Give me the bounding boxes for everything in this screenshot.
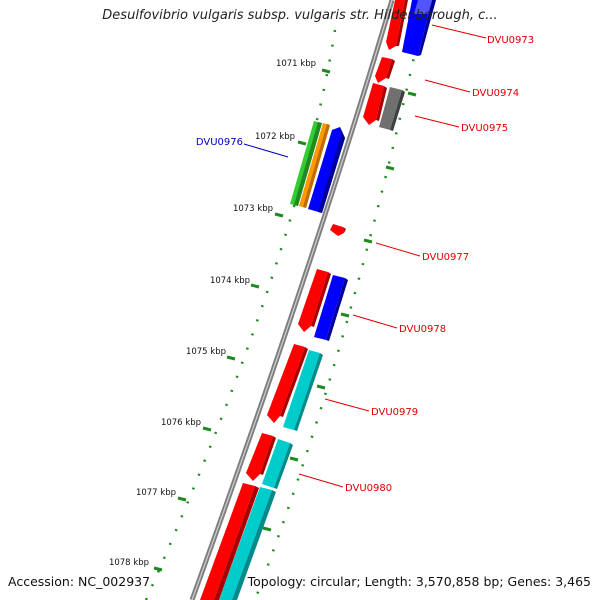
gene-arrow-blue[interactable] <box>308 127 345 213</box>
tick-1078 <box>153 566 163 572</box>
genome-backbone <box>189 0 395 600</box>
gene-dvu0978[interactable] <box>298 269 348 341</box>
gene-arrow-red[interactable] <box>298 269 328 332</box>
tick-1075 <box>226 355 236 361</box>
gene-bar-gray-shade <box>390 90 405 131</box>
gene-dvu0973[interactable] <box>386 0 436 56</box>
gene-bar-cyan-shade <box>274 443 293 489</box>
gene-dvu0975[interactable] <box>363 83 405 131</box>
gene-bar-red-shade <box>214 486 259 600</box>
kbp-label: 1072 kbp <box>255 132 295 142</box>
gene-bar-cyan-shade <box>232 490 276 600</box>
gene-bar-red[interactable] <box>200 483 255 600</box>
leader-line-dvu0979 <box>324 398 370 412</box>
gene-bar-blue-glow <box>414 0 432 14</box>
gene-arrow-blue-shade <box>318 127 345 213</box>
kbp-labels: 1071 kbp 1072 kbp 1073 kbp 1074 kbp 1075… <box>109 59 316 568</box>
leader-line-dvu0974 <box>424 79 471 93</box>
gene-arrow-red-small[interactable] <box>330 224 344 236</box>
gene-arrow-red[interactable] <box>246 433 273 481</box>
gene-arrow-red-shade <box>260 436 276 475</box>
inner-tick <box>262 526 272 532</box>
gene-dvu0980[interactable] <box>246 433 293 489</box>
gene-bar-blue[interactable] <box>314 275 345 340</box>
gene-bar-cyan[interactable] <box>283 350 320 430</box>
gene-arrow-red-shade <box>376 86 387 121</box>
tick-1074 <box>250 283 260 289</box>
gene-label-dvu0978[interactable]: DVU0978 <box>399 324 446 335</box>
gene-bar-blue-shade <box>326 278 348 341</box>
gene-bar-cyan[interactable] <box>219 487 272 600</box>
gene-label-dvu0977[interactable]: DVU0977 <box>422 252 469 263</box>
gene-arrow-red[interactable] <box>267 344 305 423</box>
kbp-label: 1077 kbp <box>136 488 176 498</box>
gene-labels: DVU0973 DVU0974 DVU0975 DVU0976 DVU0977 … <box>196 35 534 494</box>
kbp-label: 1075 kbp <box>186 347 226 357</box>
topology-label: Topology: circular; Length: 3,570,858 bp… <box>247 574 591 589</box>
scale-ticks <box>153 68 331 572</box>
inner-tick <box>363 238 373 244</box>
tick-1072 <box>297 140 307 146</box>
gene-bar-green-shade <box>294 122 322 206</box>
inner-ticks <box>262 91 417 532</box>
leader-line-dvu0973 <box>431 24 487 39</box>
gene-label-dvu0979[interactable]: DVU0979 <box>371 407 418 418</box>
tick-1076 <box>202 426 212 432</box>
gene-dvu0977[interactable] <box>330 224 346 236</box>
genome-backbone-highlight <box>191 0 393 600</box>
gene-bar-blue-shade <box>418 0 436 56</box>
gene-bar-orange-shade <box>303 124 330 208</box>
tick-1077 <box>177 496 187 502</box>
inner-tick <box>316 384 326 390</box>
inner-tick <box>340 312 350 318</box>
gene-label-dvu0976[interactable]: DVU0976 <box>196 137 243 148</box>
leader-line-dvu0976 <box>243 143 289 158</box>
kbp-label: 1073 kbp <box>233 204 273 214</box>
leader-line-dvu0975 <box>414 115 460 128</box>
gene-dvu0979[interactable] <box>267 344 323 431</box>
gene-arrow-red-shade <box>386 59 395 79</box>
leader-lines <box>243 24 487 488</box>
tick-1073 <box>274 212 284 218</box>
gene-arrow-red[interactable] <box>375 57 392 83</box>
gene-label-dvu0980[interactable]: DVU0980 <box>345 483 392 494</box>
gene-label-dvu0973[interactable]: DVU0973 <box>487 35 534 46</box>
kbp-label: 1071 kbp <box>276 59 316 69</box>
gene-bar-cyan-shade <box>294 353 323 431</box>
kbp-label: 1076 kbp <box>161 418 201 428</box>
gene-label-dvu0975[interactable]: DVU0975 <box>461 123 508 134</box>
kbp-label: 1074 kbp <box>210 276 250 286</box>
gene-arrow-red-shade <box>311 272 331 327</box>
gene-bar-cyan[interactable] <box>262 439 290 488</box>
inner-tick <box>407 91 417 97</box>
kbp-label: 1078 kbp <box>109 558 149 568</box>
gene-arrow-red[interactable] <box>363 83 384 125</box>
gene-dvu0974[interactable] <box>375 57 395 83</box>
accession-label: Accession: NC_002937 <box>8 574 151 589</box>
gene-bar-gray[interactable] <box>379 87 402 130</box>
gene-arrow-red-shade <box>280 347 308 417</box>
inner-tick <box>385 165 395 171</box>
gene-arrow-red-shade <box>343 227 346 233</box>
leader-line-dvu0977 <box>375 242 421 257</box>
leader-line-dvu0980 <box>298 473 344 488</box>
inner-scale-ring <box>253 29 422 600</box>
gene-label-dvu0974[interactable]: DVU0974 <box>472 88 519 99</box>
gene-continuation[interactable] <box>200 483 276 600</box>
genome-title: Desulfovibrio vulgaris subsp. vulgaris s… <box>102 8 498 23</box>
leader-line-dvu0978 <box>352 314 398 329</box>
inner-tick <box>289 456 299 462</box>
gene-dvu0976[interactable] <box>290 121 345 213</box>
tick-1071 <box>321 68 331 74</box>
gene-arrow-red-shade <box>396 0 408 46</box>
gene-arrow-red[interactable] <box>386 0 405 50</box>
